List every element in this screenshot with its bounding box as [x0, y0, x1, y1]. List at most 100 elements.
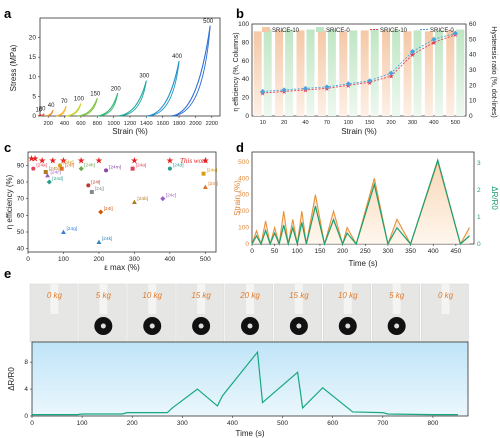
bar-srice10-70: [317, 30, 326, 116]
panel-d-ytick-left: 400: [238, 175, 249, 182]
panel-b-xtick-label: 200: [386, 120, 395, 126]
weight-hole: [149, 323, 155, 329]
weight-label: 15 kg: [191, 291, 211, 300]
panel-e-ylabel: ΔR/R0: [7, 367, 16, 391]
panel-label-c: c: [4, 140, 11, 155]
bar-srice10-100: [339, 31, 348, 116]
curve-label-300: 300: [139, 74, 150, 80]
ref-citation-label: [24h]: [84, 163, 95, 169]
panel-e-xtick-label: 500: [277, 420, 288, 427]
panel-c-ytick-label: 80: [17, 179, 25, 186]
panel-b-ytick-right: 60: [469, 21, 477, 28]
panel-c-ytick-label: 40: [17, 246, 25, 253]
stress-unload-curve-150: [77, 98, 98, 117]
panel-d-chart: Strain (%) ΔR/R0 Time (s) 0 50 100 150 200 25…: [233, 151, 499, 268]
weight-hole: [100, 323, 106, 329]
ref-citation-label: [24j]: [95, 186, 104, 192]
panel-d-ytick-right: 1: [477, 214, 481, 221]
sensor-strip: [246, 284, 254, 314]
panel-b-xtick-label: 20: [281, 120, 287, 126]
panel-b-chart: η efficiency (%, Columns) Hysteresis rat…: [233, 21, 497, 136]
ref-citation-label: [24m]: [109, 164, 121, 170]
panel-c-xtick-label: 100: [58, 256, 69, 263]
bar-srice10-40: [296, 30, 305, 116]
legend-label: SRICE-10: [380, 28, 408, 34]
panel-d-xtick-label: 400: [428, 248, 439, 255]
bar-srice10-200: [382, 30, 391, 116]
panel-a-xtick-label: 400: [60, 121, 69, 127]
ref-citation-label: [24b]: [49, 166, 60, 172]
bar-srice0-200: [392, 29, 401, 116]
panel-a-xtick-label: 1800: [173, 121, 185, 127]
hysteresis-line-SRICE-10: [262, 34, 456, 94]
panel-b-xtick-label: 40: [302, 120, 308, 126]
ref-citation-label: [24l]: [104, 206, 113, 212]
panel-e-ytick-label: 0: [24, 413, 28, 420]
panel-d-ytick-right: 3: [477, 160, 481, 167]
panel-label-b: b: [236, 6, 244, 21]
ref-point: [45, 172, 50, 178]
weight-label: 5 kg: [96, 291, 112, 300]
ref-point: [78, 166, 84, 172]
ref-point: [98, 209, 104, 215]
ref-citation-label: [24d]: [52, 176, 63, 182]
bar-srice10-300: [403, 31, 412, 116]
ref-citation-label: [24e]: [63, 159, 74, 165]
hysteresis-star-point: ★: [409, 51, 415, 59]
bar-srice0-100: [349, 30, 358, 116]
ref-citation-label: [24k]: [102, 236, 112, 242]
panel-b-xtick-label: 10: [260, 120, 266, 126]
panel-d-xtick-label: 300: [382, 248, 393, 255]
panel-e-ytick-label: 4: [24, 386, 28, 393]
hysteresis-star-point: ★: [431, 39, 437, 47]
panel-c-chart: η efficiency (%) ε max (%) This work 0 10…: [5, 151, 218, 272]
stress-unload-curve-400: [146, 61, 180, 117]
ref-citation-label: [24g]: [66, 226, 77, 232]
legend-label: SRICE-10: [272, 28, 300, 34]
panel-b-ytick-right: 30: [469, 67, 477, 74]
legend-swatch: [262, 27, 270, 32]
panel-b-ytick-right: 0: [469, 113, 473, 120]
ref-point: [104, 168, 109, 173]
bar-srice0-300: [413, 30, 422, 116]
this-work-star: ★: [38, 155, 46, 165]
curve-label-10: 10: [35, 107, 42, 113]
ref-point: [46, 179, 52, 185]
ref-point: [43, 170, 48, 174]
panel-d-xtick-label: 450: [450, 248, 461, 255]
curve-label-400: 400: [172, 54, 183, 60]
panel-d-xtick-label: 200: [337, 248, 348, 255]
ref-point: [89, 190, 94, 194]
panel-e-xlabel: Time (s): [235, 429, 264, 438]
sensor-strip: [99, 284, 108, 314]
curve-label-70: 70: [61, 99, 68, 105]
weight-hole: [296, 323, 302, 329]
bar-srice0-10: [263, 29, 272, 116]
ref-point: [59, 166, 64, 171]
panel-c-ytick-label: 90: [17, 162, 25, 169]
this-work-star: ★: [166, 155, 174, 165]
panel-e-frame: [31, 341, 469, 417]
this-work-star: ★: [95, 155, 103, 165]
ref-citation-label: [24d]: [173, 163, 184, 169]
panel-b-ytick-left: 60: [242, 58, 250, 65]
panel-d-ytick-right: 2: [477, 187, 481, 194]
ref-point: [61, 229, 66, 234]
curve-label-500: 500: [203, 19, 214, 25]
ref-point: [130, 166, 135, 171]
panel-b-ylabel-right: Hysteresis ratio (%, dot-lines): [490, 26, 497, 117]
panel-a-xtick-label: 1000: [107, 121, 119, 127]
stress-unload-curve-100: [66, 103, 82, 117]
ref-citation-label: [24i]: [91, 179, 100, 185]
weight-label: 0 kg: [438, 291, 454, 300]
sensor-strip: [197, 284, 206, 314]
sensor-strip: [294, 284, 303, 314]
weight-label: 15 kg: [289, 291, 309, 300]
weight-label: 10 kg: [338, 291, 358, 300]
this-work-star: ★: [201, 155, 209, 165]
ref-point: [96, 239, 102, 244]
panel-d-xtick-label: 250: [360, 248, 371, 255]
panel-e-xtick-label: 200: [127, 420, 138, 427]
ref-citation-label: [24c]: [51, 169, 61, 175]
ref-citation-label: [24a]: [136, 163, 147, 169]
